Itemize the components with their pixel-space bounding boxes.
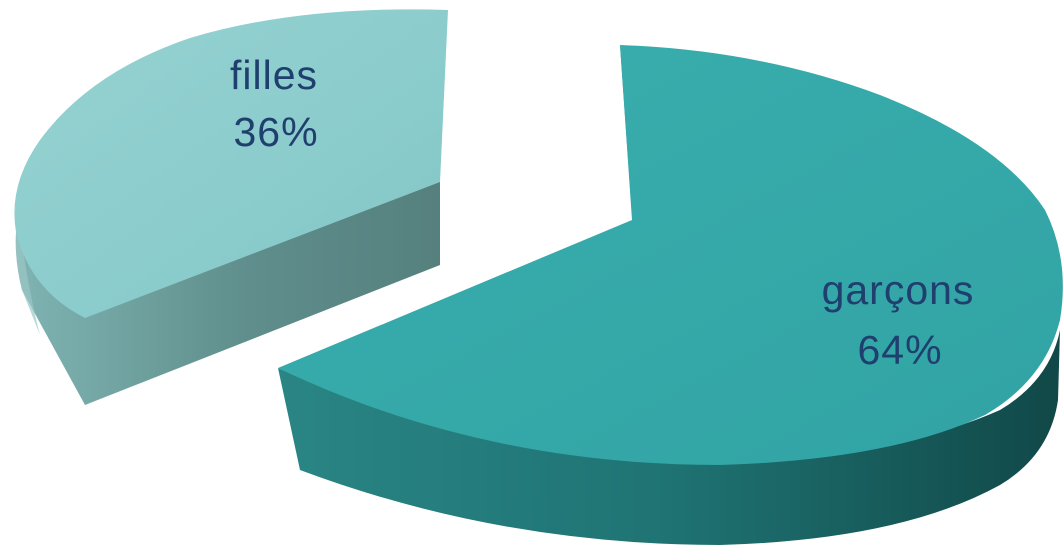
slice-filles-label: filles <box>230 52 318 98</box>
slice-filles-top <box>14 9 449 319</box>
slice-garcons: garçons 64% <box>278 45 1063 545</box>
slice-filles-value: 36% <box>233 109 318 155</box>
slice-garcons-label: garçons <box>822 267 975 313</box>
slice-garcons-side <box>278 330 1060 545</box>
slice-garcons-value: 64% <box>857 327 942 373</box>
slice-garcons-top <box>278 45 1063 465</box>
slice-filles: filles 36% <box>14 9 449 405</box>
